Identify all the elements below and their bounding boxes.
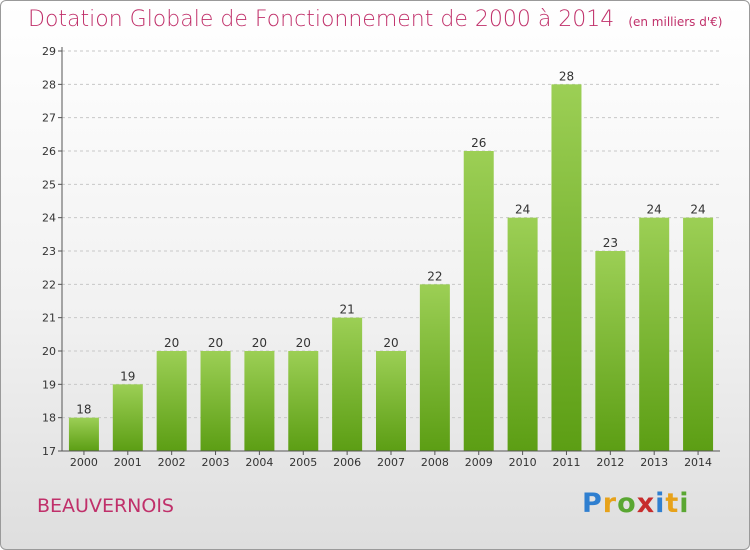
data-label: 22 xyxy=(427,269,442,283)
logo-letter: o xyxy=(617,488,637,519)
y-tick-label: 22 xyxy=(42,278,56,291)
data-label: 19 xyxy=(120,369,135,383)
x-tick-label: 2012 xyxy=(596,456,624,469)
logo-letter: i xyxy=(655,488,666,519)
data-label: 21 xyxy=(339,303,354,317)
data-label: 20 xyxy=(296,336,311,350)
data-label: 20 xyxy=(383,336,398,350)
x-tick-label: 2006 xyxy=(333,456,361,469)
y-tick-label: 21 xyxy=(42,312,56,325)
bar xyxy=(419,284,450,451)
bar xyxy=(244,351,275,451)
y-tick-label: 28 xyxy=(42,78,56,91)
bar xyxy=(200,351,231,451)
data-label: 20 xyxy=(208,336,223,350)
proxiti-logo: Proxiti xyxy=(582,488,690,519)
bar xyxy=(683,217,714,451)
place-name: BEAUVERNOIS xyxy=(37,495,174,517)
chart-title-unit: (en milliers d'€) xyxy=(628,15,723,29)
y-tick-label: 20 xyxy=(42,345,56,358)
x-tick-label: 2008 xyxy=(421,456,449,469)
x-tick-label: 2010 xyxy=(509,456,537,469)
x-tick-label: 2007 xyxy=(377,456,405,469)
bar xyxy=(68,417,99,451)
labels: 17 18 19 20 21 22 23 24 25 26 27 28 29 18 2000 19 2001 20… xyxy=(42,45,712,469)
data-label: 23 xyxy=(603,236,618,250)
data-label: 24 xyxy=(647,203,662,217)
bar xyxy=(639,217,670,451)
y-tick-label: 17 xyxy=(42,445,56,458)
y-tick-label: 27 xyxy=(42,112,56,125)
bar xyxy=(376,351,406,451)
x-tick-label: 2009 xyxy=(465,456,493,469)
x-tick-label: 2013 xyxy=(640,456,668,469)
bar xyxy=(463,151,494,451)
bar xyxy=(288,351,319,451)
logo-letter: r xyxy=(602,488,618,519)
bar xyxy=(112,384,143,451)
bar xyxy=(332,317,363,451)
x-tick-label: 2003 xyxy=(202,456,230,469)
data-label: 26 xyxy=(471,136,486,150)
y-tick-label: 19 xyxy=(42,378,56,391)
logo-letter: P xyxy=(582,488,603,519)
data-label: 20 xyxy=(252,336,267,350)
x-tick-label: 2001 xyxy=(114,456,142,469)
chart-title-main: Dotation Globale de Fonctionnement de 20… xyxy=(28,7,615,32)
logo-letter: t xyxy=(665,488,680,519)
chart-title: Dotation Globale de Fonctionnement de 20… xyxy=(28,7,722,32)
data-label: 28 xyxy=(559,69,574,83)
y-tick-label: 23 xyxy=(42,245,56,258)
y-tick-label: 29 xyxy=(42,45,56,58)
x-tick-label: 2014 xyxy=(684,456,712,469)
logo-letter: x xyxy=(636,488,656,519)
data-label: 18 xyxy=(76,403,91,417)
bar xyxy=(595,251,626,451)
bar xyxy=(507,217,538,451)
bar xyxy=(156,351,187,451)
data-label: 24 xyxy=(690,203,705,217)
y-tick-label: 26 xyxy=(42,145,56,158)
x-tick-label: 2000 xyxy=(70,456,98,469)
x-tick-label: 2005 xyxy=(289,456,317,469)
y-tick-label: 25 xyxy=(42,178,56,191)
bar xyxy=(551,84,582,451)
y-tick-label: 18 xyxy=(42,412,56,425)
x-tick-label: 2004 xyxy=(245,456,273,469)
data-label: 20 xyxy=(164,336,179,350)
data-label: 24 xyxy=(515,203,530,217)
y-tick-label: 24 xyxy=(42,212,56,225)
axes xyxy=(58,47,720,455)
x-tick-label: 2011 xyxy=(552,456,580,469)
bars xyxy=(68,84,714,451)
x-tick-label: 2002 xyxy=(158,456,186,469)
logo-letter: i xyxy=(679,488,690,519)
